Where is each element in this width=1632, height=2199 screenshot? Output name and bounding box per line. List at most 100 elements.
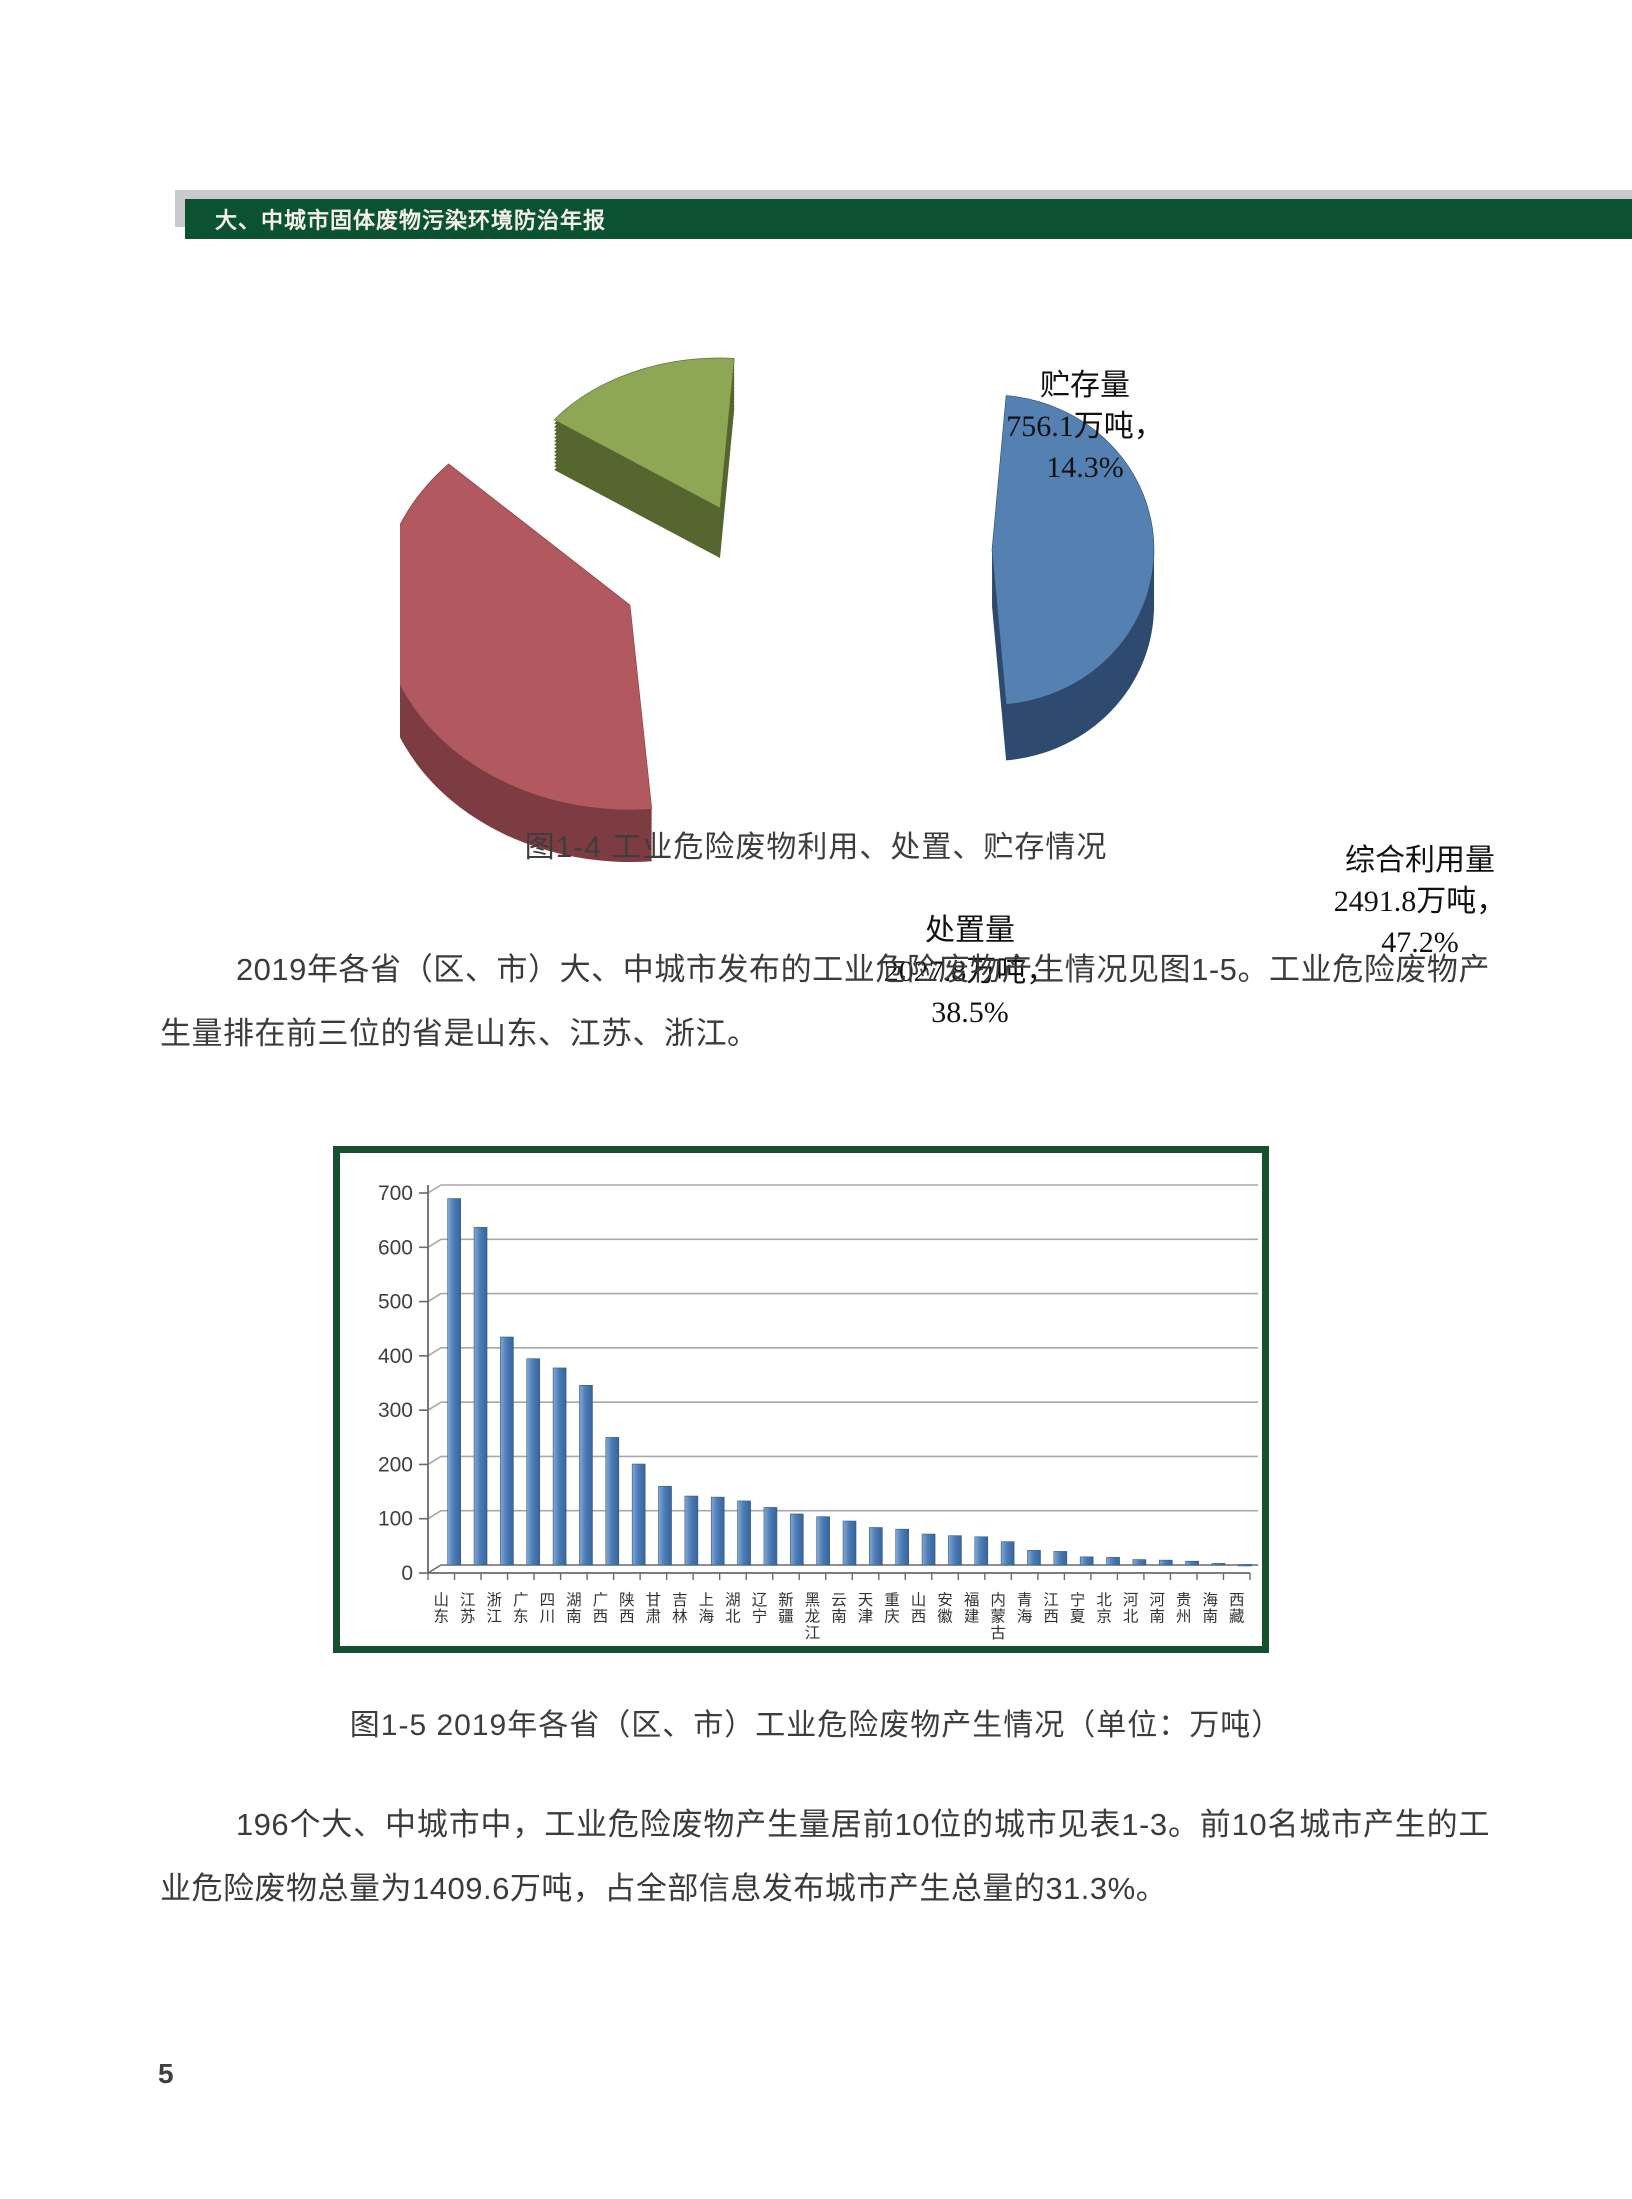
x-tick-label-福建: 福建 xyxy=(964,1591,980,1626)
pie-slice-amount: 2491.8万吨， xyxy=(1333,885,1507,918)
bar-安徽 xyxy=(948,1535,962,1566)
x-tick-label-新疆: 新疆 xyxy=(778,1591,794,1626)
figure5-caption: 图1-5 2019年各省（区、市）工业危险废物产生情况（单位：万吨） xyxy=(349,1709,1283,1742)
pie-slice-name: 处置量 xyxy=(925,914,1015,947)
bar-上海 xyxy=(710,1496,725,1566)
bar-海南 xyxy=(1211,1563,1226,1566)
gridline-500 xyxy=(427,1292,1258,1303)
bar-陕西 xyxy=(631,1463,646,1566)
x-tick-label-江苏: 江苏 xyxy=(460,1591,476,1626)
x-tick-label-山西: 山西 xyxy=(911,1591,927,1626)
page-number: 5 xyxy=(158,2058,174,2089)
bar-湖南 xyxy=(579,1385,593,1566)
x-tick-label-广东: 广东 xyxy=(513,1591,529,1626)
pie-slice-贮存量 xyxy=(553,357,735,558)
y-tick-label: 200 xyxy=(378,1453,413,1476)
bar-广东 xyxy=(526,1358,541,1566)
pie-slice-name: 综合利用量 xyxy=(1345,844,1495,877)
paragraph-2: 196个大、中城市中，工业危险废物产生量居前10位的城市见表1-3。前10名城市… xyxy=(160,1807,1490,1906)
pie-label-utilization: 综合利用量 2491.8万吨， 47.2% xyxy=(1305,840,1535,963)
bar-甘肃 xyxy=(658,1485,672,1566)
pie-slice-amount: 2027.8万吨， xyxy=(883,955,1057,988)
x-tick-label-内蒙古: 内蒙古 xyxy=(990,1591,1006,1642)
x-tick-label-江西: 江西 xyxy=(1043,1591,1059,1626)
bar-贵州 xyxy=(1185,1560,1199,1566)
gridline-200 xyxy=(427,1455,1258,1466)
paragraph-1: 2019年各省（区、市）大、中城市发布的工业危险废物产生情况见图1-5。工业危险… xyxy=(160,952,1490,1051)
x-tick-label-西藏: 西藏 xyxy=(1229,1592,1245,1626)
pie-slice-amount: 756.1万吨， xyxy=(1006,410,1164,443)
pie-slice-综合利用量 xyxy=(991,395,1155,761)
x-tick-label-吉林: 吉林 xyxy=(672,1591,688,1626)
floor-line xyxy=(427,1564,1258,1574)
bar-宁夏 xyxy=(1079,1556,1094,1566)
x-tick-label-安徽: 安徽 xyxy=(937,1591,953,1626)
pie-chart-figure: 综合利用量 2491.8万吨， 47.2% 处置量 2027.8万吨， 38.5… xyxy=(400,350,1506,1029)
bar-山西 xyxy=(921,1533,936,1566)
gridline-700 xyxy=(427,1184,1258,1194)
x-tick-label-山东: 山东 xyxy=(434,1591,450,1626)
pie-label-storage: 贮存量 756.1万吨， 14.3% xyxy=(975,365,1195,488)
bar-江苏 xyxy=(473,1227,488,1566)
x-tick-label-四川: 四川 xyxy=(540,1592,556,1626)
x-tick-label-青海: 青海 xyxy=(1017,1591,1033,1626)
x-tick-label-辽宁: 辽宁 xyxy=(752,1591,768,1626)
figure4-caption: 图1-4 工业危险废物利用、处置、贮存情况 xyxy=(524,831,1108,864)
x-tick-label-黑龙江: 黑龙江 xyxy=(805,1592,821,1642)
pie-slice-percent: 14.3% xyxy=(1046,451,1124,484)
pie-slice-percent: 47.2% xyxy=(1381,926,1459,959)
bar-黑龙江 xyxy=(816,1516,830,1566)
y-tick-label: 600 xyxy=(378,1236,413,1259)
bar-河南 xyxy=(1158,1559,1173,1566)
bar-浙江 xyxy=(500,1336,514,1566)
gridline-600 xyxy=(427,1238,1258,1248)
bar-河北 xyxy=(1132,1559,1147,1566)
x-tick-label-海南: 海南 xyxy=(1202,1591,1218,1626)
x-tick-label-贵州: 贵州 xyxy=(1176,1591,1192,1626)
x-tick-label-重庆: 重庆 xyxy=(884,1591,900,1626)
bar-天津 xyxy=(869,1527,883,1566)
bar-福建 xyxy=(974,1536,989,1566)
x-tick-label-浙江: 浙江 xyxy=(487,1591,503,1626)
x-tick-label-湖南: 湖南 xyxy=(566,1591,582,1626)
x-tick-label-广西: 广西 xyxy=(593,1591,609,1626)
x-tick-label-天津: 天津 xyxy=(858,1592,874,1626)
gridline-100 xyxy=(427,1509,1258,1520)
y-tick-label: 0 xyxy=(401,1562,413,1585)
x-tick-label-河北: 河北 xyxy=(1123,1591,1139,1626)
x-tick-label-云南: 云南 xyxy=(831,1592,847,1626)
bar-内蒙古 xyxy=(1000,1541,1015,1566)
bar-广西 xyxy=(605,1437,620,1566)
x-tick-label-北京: 北京 xyxy=(1096,1591,1112,1626)
gridline-300 xyxy=(427,1401,1258,1411)
x-tick-label-湖北: 湖北 xyxy=(725,1591,741,1626)
bar-chart-figure: 0 100 200 300 400 500 600 700 山东 江苏 浙江 广东 四川 湖南 广西 陕西 甘肃… xyxy=(333,1146,1269,1653)
y-tick-label: 700 xyxy=(378,1182,413,1205)
x-tick-label-河南: 河南 xyxy=(1149,1591,1165,1626)
bar-青海 xyxy=(1027,1550,1041,1566)
y-tick-label: 400 xyxy=(378,1345,413,1368)
y-tick-label: 500 xyxy=(378,1291,413,1314)
bar-辽宁 xyxy=(763,1507,778,1566)
report-title: 大、中城市固体废物污染环境防治年报 xyxy=(215,208,607,233)
bar-西藏 xyxy=(1238,1564,1252,1567)
pie-slice-name: 贮存量 xyxy=(1040,369,1130,402)
pie-chart-canvas xyxy=(400,357,1155,862)
bar-chart-canvas: 0 100 200 300 400 500 600 700 山东江苏浙江广东四川湖南广西陕西甘肃… xyxy=(378,1182,1258,1642)
pie-slice-percent: 38.5% xyxy=(931,996,1009,1029)
x-tick-label-甘肃: 甘肃 xyxy=(646,1591,662,1626)
bar-湖北 xyxy=(737,1500,751,1566)
bar-山东 xyxy=(447,1198,461,1566)
bar-新疆 xyxy=(789,1513,804,1566)
pie-slice-处置量 xyxy=(400,463,653,862)
header-banner: 大、中城市固体废物污染环境防治年报 xyxy=(185,199,1632,239)
y-tick-label: 300 xyxy=(378,1399,413,1422)
bar-北京 xyxy=(1106,1557,1120,1566)
x-tick-label-宁夏: 宁夏 xyxy=(1070,1591,1086,1626)
x-tick-label-陕西: 陕西 xyxy=(619,1591,635,1626)
x-tick-label-上海: 上海 xyxy=(699,1591,715,1626)
bar-四川 xyxy=(552,1367,567,1566)
bar-重庆 xyxy=(895,1528,910,1566)
y-tick-label: 100 xyxy=(378,1508,413,1531)
